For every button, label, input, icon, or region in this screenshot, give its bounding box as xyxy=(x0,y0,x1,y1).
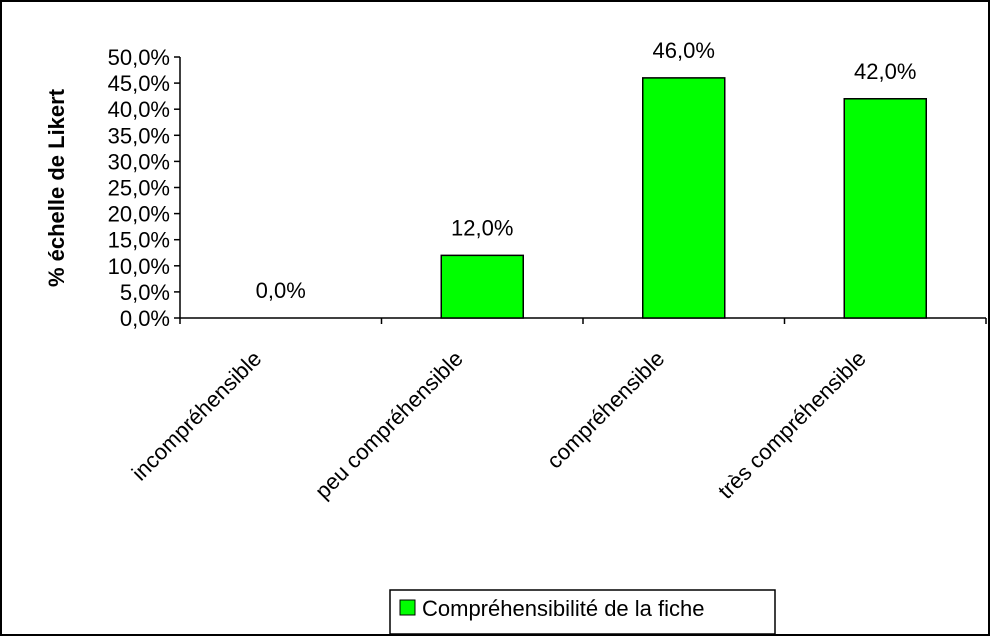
legend-swatch xyxy=(399,599,416,616)
y-tick-label: 25,0% xyxy=(108,176,170,201)
bars xyxy=(440,77,927,319)
y-tick-label: 40,0% xyxy=(108,97,170,122)
bar xyxy=(440,254,524,319)
x-category-label: peu compréhensible xyxy=(310,346,468,504)
y-tick-label: 5,0% xyxy=(120,280,170,305)
data-label: 12,0% xyxy=(451,215,513,240)
y-tick-label: 10,0% xyxy=(108,254,170,279)
legend-box xyxy=(389,589,776,635)
legend: Compréhensibilité de la fiche xyxy=(389,589,776,635)
y-tick-label: 15,0% xyxy=(108,228,170,253)
bar xyxy=(843,98,927,319)
legend-label: Compréhensibilité de la fiche xyxy=(422,596,705,621)
bar xyxy=(642,77,726,319)
y-tick-label: 35,0% xyxy=(108,123,170,148)
y-axis-title: % échelle de Likert xyxy=(44,88,69,287)
y-tick-label: 0,0% xyxy=(120,306,170,331)
y-tick-label: 20,0% xyxy=(108,202,170,227)
data-label: 42,0% xyxy=(854,59,916,84)
x-category-label: compréhensible xyxy=(542,346,670,474)
data-label: 46,0% xyxy=(653,38,715,63)
y-tick-label: 30,0% xyxy=(108,149,170,174)
data-label: 0,0% xyxy=(256,278,306,303)
y-tick-label: 45,0% xyxy=(108,71,170,96)
x-category-label: très compréhensible xyxy=(713,346,871,504)
y-tick-label: 50,0% xyxy=(108,45,170,70)
x-category-label: incompréhensible xyxy=(127,346,267,486)
